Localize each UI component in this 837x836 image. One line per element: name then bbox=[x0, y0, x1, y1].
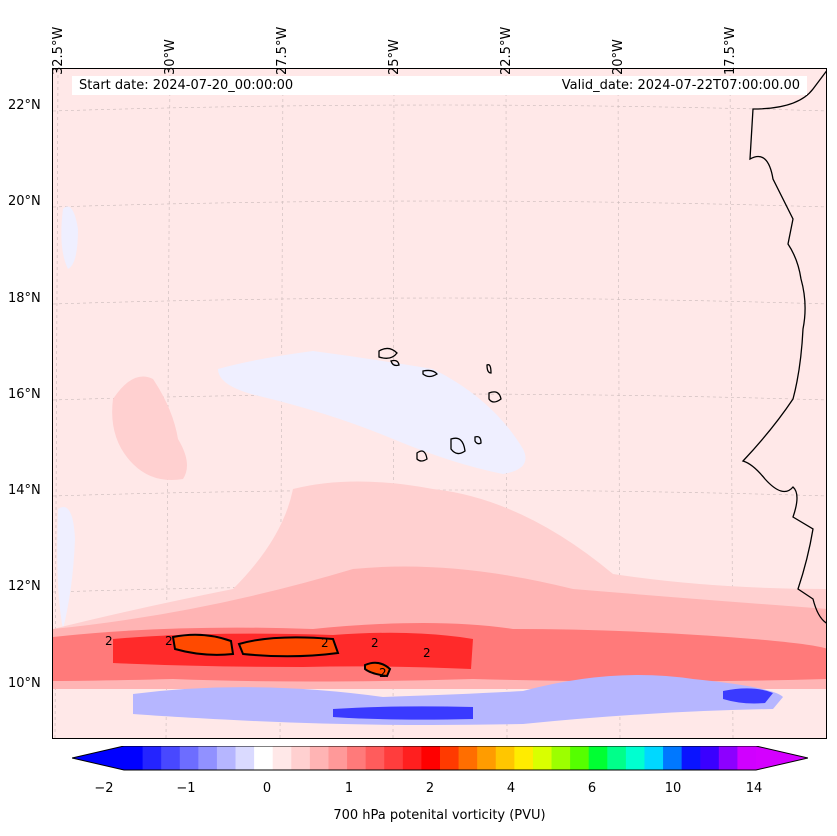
pv-patch-west bbox=[112, 376, 187, 480]
contour-label: 2 bbox=[105, 634, 113, 648]
lon-label: 32.5°W bbox=[51, 26, 66, 75]
colorbar-tick: −2 bbox=[94, 781, 114, 796]
colorbar-label: 700 hPa potenital vorticity (PVU) bbox=[333, 808, 546, 823]
lon-label: 20°W bbox=[611, 39, 626, 75]
colorbar-segment bbox=[272, 746, 292, 770]
colorbar-segment bbox=[681, 746, 701, 770]
lon-label: 27.5°W bbox=[275, 26, 290, 75]
colorbar-segment bbox=[198, 746, 218, 770]
colorbar-segment bbox=[402, 746, 422, 770]
map-canvas: 2 2 2 2 2 2 bbox=[53, 69, 826, 738]
lat-label: 12°N bbox=[8, 579, 41, 594]
colorbar-tick: 4 bbox=[506, 781, 516, 796]
colorbar-segment bbox=[588, 746, 608, 770]
colorbar-tick: 0 bbox=[262, 781, 272, 796]
colorbar-segment bbox=[532, 746, 553, 770]
pv-core-small bbox=[364, 661, 392, 678]
colorbar-segment bbox=[179, 746, 199, 770]
colorbar-segment bbox=[644, 746, 664, 770]
lon-label: 22.5°W bbox=[499, 26, 514, 75]
lon-label: 25°W bbox=[387, 39, 402, 75]
colorbar-tick: 2 bbox=[425, 781, 435, 796]
colorbar-segment bbox=[216, 746, 237, 770]
colorbar-segment bbox=[161, 746, 181, 770]
colorbar-segment bbox=[570, 746, 590, 770]
colorbar-segment bbox=[309, 746, 329, 770]
lat-label: 16°N bbox=[8, 387, 41, 402]
map-panel: 2 2 2 2 2 2 bbox=[52, 68, 827, 739]
colorbar-tick: 10 bbox=[664, 781, 682, 796]
low-pv-patch-2 bbox=[57, 507, 75, 629]
colorbar-segment bbox=[328, 746, 348, 770]
colorbar-segment bbox=[235, 746, 255, 770]
colorbar-segment bbox=[663, 746, 683, 770]
colorbar-segment bbox=[737, 746, 757, 770]
colorbar-segment bbox=[625, 746, 645, 770]
colorbar-extend-high bbox=[756, 746, 808, 770]
lon-label: 30°W bbox=[163, 39, 178, 75]
colorbar-tick: 6 bbox=[587, 781, 597, 796]
colorbar-segment bbox=[700, 746, 720, 770]
colorbar-segment bbox=[551, 746, 571, 770]
contour-label: 2 bbox=[165, 634, 173, 648]
cape-verde-islands bbox=[378, 347, 502, 462]
low-pv-band bbox=[218, 351, 526, 474]
contour-label: 2 bbox=[321, 636, 329, 650]
colorbar bbox=[72, 746, 808, 771]
lat-label: 20°N bbox=[8, 194, 41, 209]
colorbar-segment bbox=[254, 746, 274, 770]
negative-pv-core bbox=[333, 706, 473, 720]
lat-label: 14°N bbox=[8, 483, 41, 498]
lat-label: 22°N bbox=[8, 98, 41, 113]
pv-core-orange-2 bbox=[237, 636, 340, 658]
colorbar-segment bbox=[124, 746, 144, 770]
colorbar-tick: 14 bbox=[745, 781, 763, 796]
africa-coastline bbox=[741, 70, 826, 624]
colorbar-segment bbox=[291, 746, 311, 770]
lat-label: 10°N bbox=[8, 676, 41, 691]
colorbar-tick: −1 bbox=[176, 781, 196, 796]
colorbar-segment bbox=[607, 746, 627, 770]
colorbar-segment bbox=[458, 746, 478, 770]
colorbar-segment bbox=[514, 746, 534, 770]
colorbar-segment bbox=[477, 746, 497, 770]
low-pv-patch bbox=[61, 206, 78, 269]
colorbar-outline bbox=[72, 746, 808, 771]
colorbar-segment bbox=[421, 746, 441, 770]
contour-label: 2 bbox=[423, 646, 431, 660]
contour-label: 2 bbox=[371, 636, 379, 650]
colorbar-segment bbox=[495, 746, 515, 770]
colorbar-segment bbox=[347, 746, 367, 770]
negative-pv-east bbox=[723, 688, 773, 704]
lat-label: 18°N bbox=[8, 291, 41, 306]
pv-core-orange-1 bbox=[171, 633, 235, 656]
colorbar-segment bbox=[440, 746, 460, 770]
colorbar-tick: 1 bbox=[344, 781, 354, 796]
date-info-box bbox=[72, 76, 807, 95]
colorbar-segment bbox=[365, 746, 385, 770]
contour-label: 2 bbox=[379, 666, 387, 680]
colorbar-segment bbox=[718, 746, 738, 770]
contour-labels: 2 2 2 2 2 2 bbox=[105, 634, 431, 680]
colorbar-segment bbox=[384, 746, 404, 770]
negative-pv-band bbox=[133, 675, 783, 725]
lon-label: 17.5°W bbox=[723, 26, 738, 75]
start-date: Start date: 2024-07-20_00:00:00 bbox=[79, 78, 294, 93]
valid-date: Valid_date: 2024-07-22T07:00:00.00 bbox=[561, 78, 800, 93]
colorbar-segment bbox=[142, 746, 162, 770]
colorbar-extend-low bbox=[72, 746, 124, 770]
